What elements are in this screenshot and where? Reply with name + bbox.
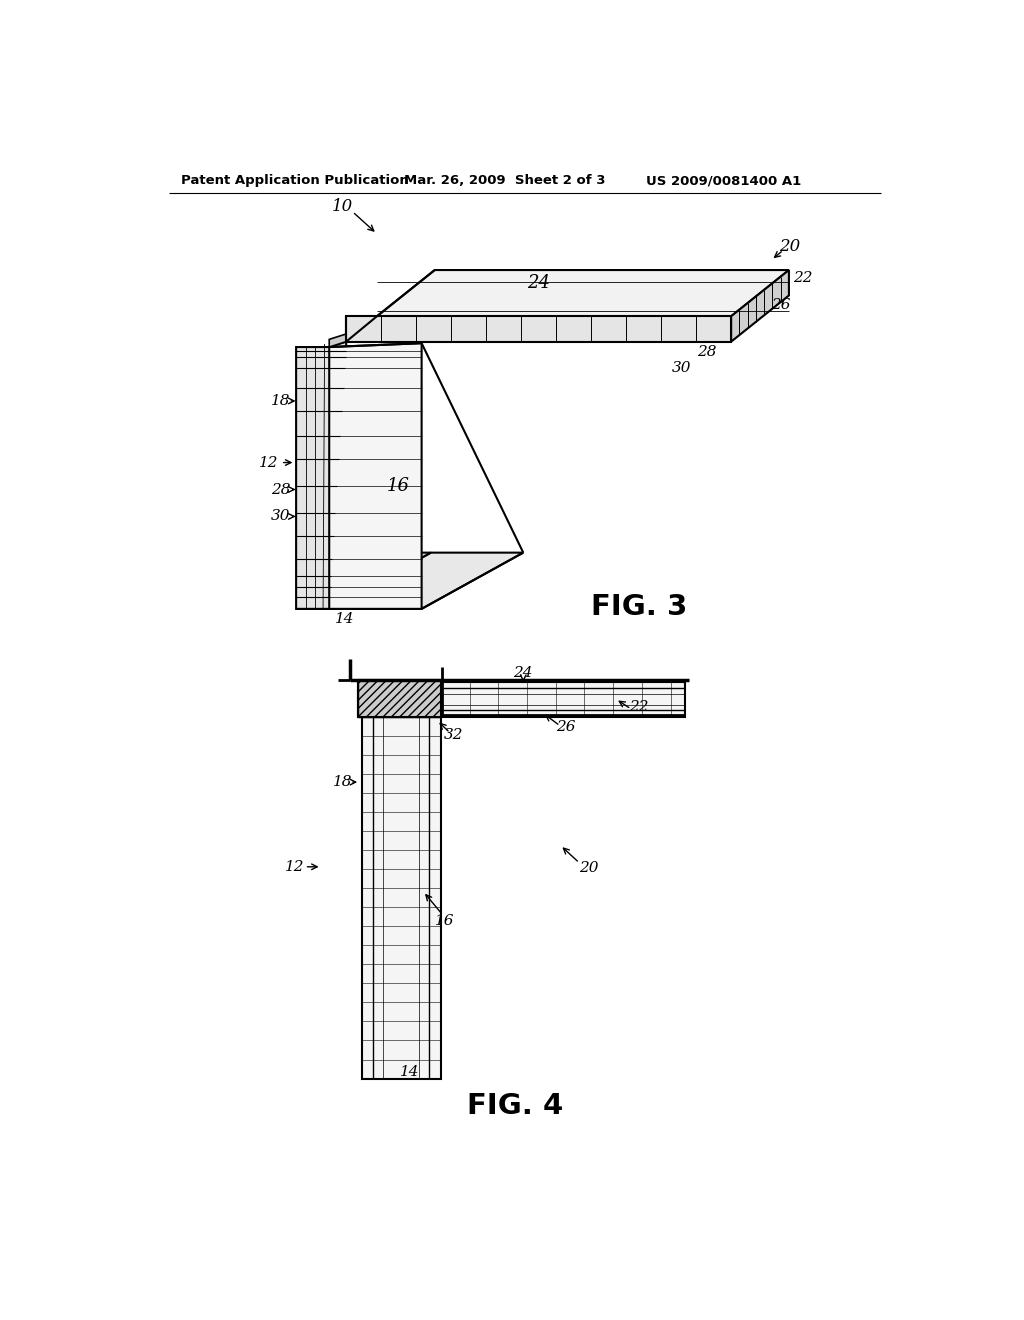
Text: 24: 24 bbox=[527, 275, 550, 292]
Text: 26: 26 bbox=[556, 719, 575, 734]
Polygon shape bbox=[361, 717, 441, 1078]
Text: 28: 28 bbox=[696, 346, 716, 359]
Polygon shape bbox=[330, 553, 523, 609]
Text: 14: 14 bbox=[335, 612, 354, 626]
Polygon shape bbox=[330, 334, 346, 347]
Polygon shape bbox=[377, 271, 788, 317]
Polygon shape bbox=[296, 342, 346, 609]
Text: 14: 14 bbox=[399, 1065, 419, 1080]
Text: 24: 24 bbox=[513, 665, 534, 680]
Polygon shape bbox=[346, 317, 731, 342]
Text: FIG. 4: FIG. 4 bbox=[467, 1092, 563, 1119]
Text: 32: 32 bbox=[444, 729, 464, 742]
Text: 30: 30 bbox=[672, 360, 691, 375]
Text: 18: 18 bbox=[333, 775, 352, 789]
Text: 12: 12 bbox=[285, 859, 304, 874]
Text: 30: 30 bbox=[271, 510, 291, 524]
Text: 26: 26 bbox=[771, 298, 791, 312]
Text: 20: 20 bbox=[579, 862, 598, 875]
Text: US 2009/0081400 A1: US 2009/0081400 A1 bbox=[646, 174, 802, 187]
Text: FIG. 3: FIG. 3 bbox=[591, 593, 687, 620]
Polygon shape bbox=[357, 682, 685, 717]
Text: 16: 16 bbox=[387, 477, 410, 495]
Text: 22: 22 bbox=[629, 701, 648, 714]
Text: 12: 12 bbox=[259, 455, 279, 470]
Text: 18: 18 bbox=[271, 393, 291, 408]
Text: 10: 10 bbox=[332, 198, 353, 215]
Polygon shape bbox=[357, 680, 441, 717]
Text: 22: 22 bbox=[793, 271, 812, 285]
Text: Patent Application Publication: Patent Application Publication bbox=[180, 174, 409, 187]
Text: 16: 16 bbox=[435, 913, 455, 928]
Polygon shape bbox=[296, 553, 431, 609]
Text: Mar. 26, 2009  Sheet 2 of 3: Mar. 26, 2009 Sheet 2 of 3 bbox=[403, 174, 605, 187]
Polygon shape bbox=[330, 343, 422, 609]
Text: 28: 28 bbox=[271, 483, 291, 496]
Polygon shape bbox=[731, 271, 788, 342]
Text: 20: 20 bbox=[779, 239, 801, 256]
